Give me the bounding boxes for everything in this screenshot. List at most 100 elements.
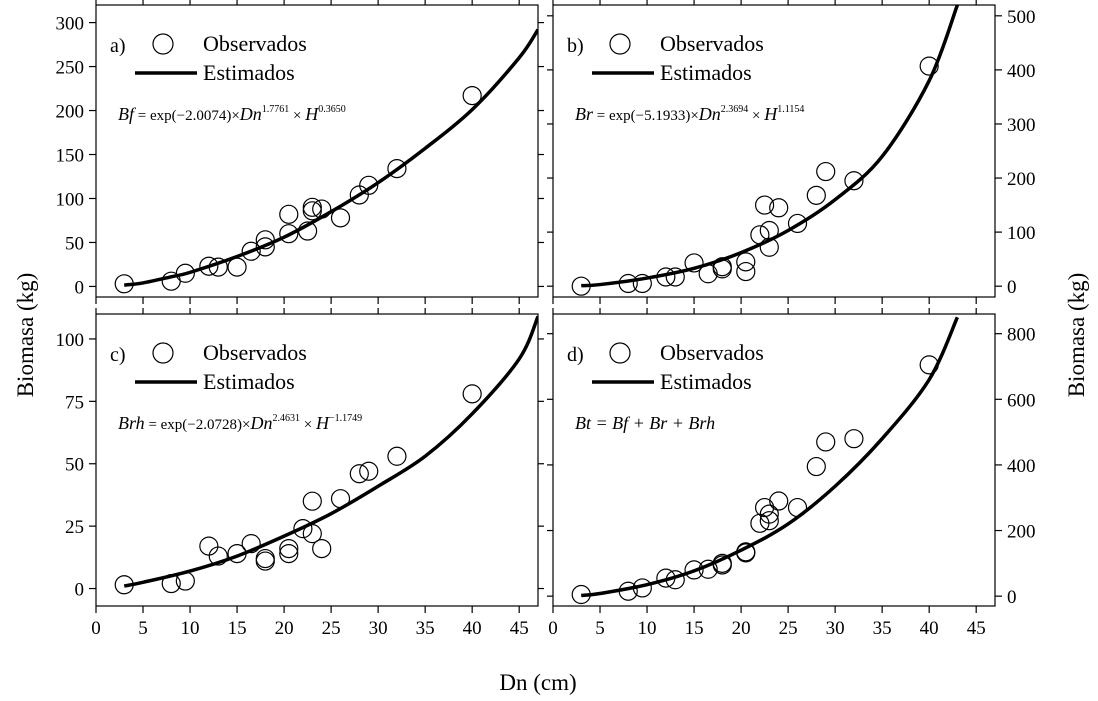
observed-point (312, 538, 332, 559)
y-tick-label: 100 (1007, 223, 1036, 244)
observed-point (571, 276, 591, 296)
observed-point (712, 555, 732, 575)
estimated-curve (581, 5, 960, 288)
observed-point (293, 519, 313, 539)
y-tick-label: 0 (1007, 277, 1017, 298)
observed-point (462, 384, 482, 404)
panel-label: c) (110, 344, 126, 366)
observed-point (919, 355, 939, 375)
y-tick-label: 150 (56, 146, 85, 167)
equation: Bf = exp(−2.0074)×Dn1.7761 × H0.3650 (118, 104, 346, 124)
x-tick-label: 25 (779, 618, 798, 639)
x-tick-label: 10 (181, 618, 200, 639)
plot-frame (95, 313, 539, 607)
legend-observed-label: Observados (660, 340, 764, 365)
plot-frame (552, 4, 996, 298)
x-tick-label: 40 (920, 618, 939, 639)
observed-point (787, 497, 808, 518)
observed-point (759, 220, 779, 241)
x-tick-label: 35 (873, 618, 892, 639)
panel-d: 0 5 10 15 20 25 30 35 40 45 0 200 400 600 800 d) Observa… (547, 308, 1036, 639)
equation: Brh = exp(−2.0728)×Dn2.4631 × H−1.1749 (118, 413, 362, 433)
legend-estimated-label: Estimados (660, 369, 752, 394)
observed-point (312, 199, 332, 219)
observed-point (754, 195, 775, 215)
y-tick-label: 75 (65, 392, 84, 413)
x-tick-label: 0 (548, 618, 558, 639)
y-tick-label: 50 (65, 233, 84, 254)
observed-point (330, 489, 351, 509)
observed-point (302, 524, 322, 544)
observed-point (844, 171, 864, 191)
observed-point (759, 237, 779, 257)
legend-observed-label: Observados (203, 340, 307, 365)
legend-observed-marker (609, 33, 631, 55)
observed-point (302, 491, 322, 511)
observed-point (656, 267, 676, 287)
observed-point (806, 456, 826, 477)
equation: Br = exp(−5.1933)×Dn2.3694 × H1.1154 (575, 104, 804, 124)
y-tick-label: 600 (1007, 390, 1036, 411)
estimated-curve (581, 316, 959, 598)
x-tick-label: 15 (228, 618, 247, 639)
left-y-axis-title: Biomasa (kg) (13, 273, 38, 398)
y-tick-label: 0 (75, 580, 85, 601)
observed-point (816, 161, 836, 182)
estimated-curve (123, 315, 538, 588)
y-tick-label: 200 (1007, 522, 1036, 543)
y-tick-label: 200 (1007, 169, 1036, 190)
x-tick-label: 45 (510, 618, 529, 639)
observed-point (919, 56, 939, 76)
observed-point (241, 241, 261, 261)
observed-point (175, 263, 195, 283)
x-axis-title: Dn (cm) (499, 670, 576, 695)
observed-point (161, 271, 181, 291)
panel-a: 0 50 100 150 200 250 300 a) Observados Estimados B… (56, 0, 544, 304)
observed-point (279, 224, 299, 244)
observed-point (175, 571, 195, 591)
observed-point (769, 491, 789, 511)
x-tick-label: 35 (416, 618, 435, 639)
x-tick-label: 25 (322, 618, 341, 639)
observed-point (750, 225, 770, 245)
observed-point (844, 429, 864, 449)
right-y-axis-title: Biomasa (kg) (1064, 273, 1089, 398)
observed-point (161, 573, 181, 594)
observed-point (255, 237, 275, 257)
legend-estimated-label: Estimados (660, 60, 752, 85)
observed-point (759, 504, 779, 524)
observed-point (114, 274, 134, 294)
legend-observed-marker (609, 342, 631, 364)
x-tick-label: 0 (91, 618, 101, 639)
observed-point (302, 201, 322, 221)
y-tick-label: 0 (75, 277, 85, 298)
observed-point (255, 548, 275, 569)
observed-point (618, 581, 638, 601)
observed-point (632, 273, 652, 294)
y-tick-label: 100 (56, 189, 85, 210)
observed-point (387, 446, 407, 466)
panel-c: 0 5 10 15 20 25 30 35 40 45 0 25 50 75 100 c) Observados… (56, 308, 544, 639)
observed-point (665, 570, 685, 590)
y-tick-label: 800 (1007, 325, 1036, 346)
observed-point (712, 259, 732, 279)
legend-observed-label: Observados (203, 31, 307, 56)
observed-point (114, 575, 134, 595)
observed-point (462, 85, 482, 106)
observed-point (279, 204, 299, 224)
observed-point (816, 432, 836, 452)
panel-label: d) (567, 344, 584, 366)
observed-point (349, 464, 369, 484)
observed-point (736, 252, 756, 272)
observed-point (736, 542, 756, 562)
observed-point (387, 158, 407, 179)
y-tick-label: 0 (1007, 587, 1017, 608)
y-tick-label: 200 (56, 102, 85, 123)
observed-point (227, 257, 247, 277)
y-tick-label: 250 (56, 58, 85, 79)
x-tick-label: 30 (369, 618, 388, 639)
observed-point (227, 543, 247, 564)
observed-point (787, 213, 808, 234)
x-tick-label: 10 (638, 618, 657, 639)
equation: Bt = Bf + Br + Brh (575, 413, 715, 433)
